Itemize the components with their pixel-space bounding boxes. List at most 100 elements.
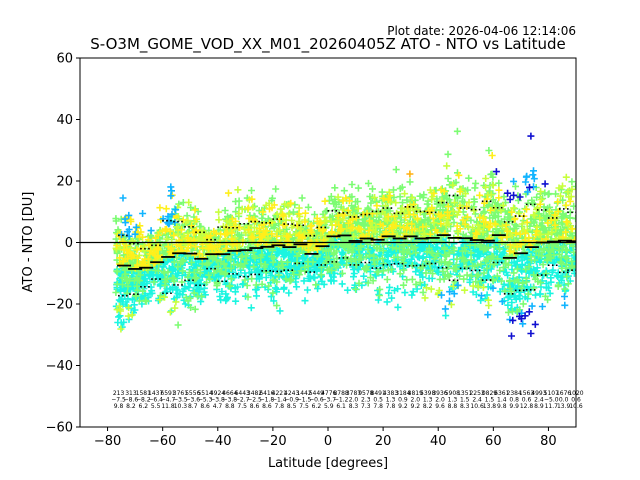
bin-stat-label: 213 (113, 390, 125, 397)
bin-stat-label: 1.3 (423, 397, 433, 404)
x-axis-label: Latitude [degrees] (268, 456, 388, 471)
x-tick-label: 40 (430, 434, 447, 449)
bin-stat-label: 5398 (420, 390, 435, 397)
x-axis-ticks: −80 −60 −40 −20 0 20 40 60 80 (94, 427, 557, 449)
bin-stat-label: 6443 (235, 390, 250, 397)
bin-stat-label: 4664 (222, 390, 237, 397)
bin-stat-label: 4221 (272, 390, 287, 397)
bin-stat-label: 8.3 (349, 403, 359, 410)
bin-stat-label: 6.2 (139, 403, 149, 410)
scatter-layer (112, 127, 576, 340)
bin-stat-label: 7.8 (386, 403, 396, 410)
bin-stat-label: 4.7 (213, 403, 223, 410)
y-tick-label: 60 (56, 52, 73, 67)
bin-stat-label: 7.8 (275, 403, 285, 410)
bin-stat-label: 6591 (160, 390, 175, 397)
y-tick-label: −40 (46, 359, 73, 374)
bin-stat-label: −2.5 (247, 397, 262, 404)
bin-stat-label: 9.8 (497, 403, 507, 410)
bin-stat-label: 0.8 (509, 397, 519, 404)
bin-stat-label: 1437 (148, 390, 163, 397)
bin-stat-label: 3787 (346, 390, 361, 397)
bin-stat-label: −7.5 (111, 397, 126, 404)
bin-stat-label: 8491 (371, 390, 386, 397)
bin-stat-label: 0.6 (522, 397, 532, 404)
bin-stat-label: −3.5 (173, 397, 188, 404)
bin-stat-label: 9.6 (435, 403, 445, 410)
bin-stat-label: 8.6 (250, 403, 260, 410)
scatter-points (113, 152, 576, 272)
y-tick-label: 0 (65, 236, 73, 251)
bin-stat-label: 0.5 (373, 397, 383, 404)
bin-stat-label: −3.8 (223, 397, 238, 404)
bin-stat-label: 11.8 (161, 403, 175, 410)
chart-title: S-O3M_GOME_VOD_XX_M01_20260405Z ATO - NT… (90, 35, 566, 54)
bin-stat-label: 8.2 (423, 403, 433, 410)
bin-stat-label: 2.0 (435, 397, 445, 404)
bin-stat-label: −1.8 (260, 397, 275, 404)
bin-stat-label: 3761 (173, 390, 188, 397)
bin-stat-label: 7.3 (361, 403, 371, 410)
plot-date: Plot date: 2026-04-06 12:14:06 (387, 24, 576, 38)
bin-stat-label: 8.8 (448, 403, 458, 410)
bin-stat-label: −8.6 (124, 397, 139, 404)
bin-stat-label: 5107 (544, 390, 559, 397)
bin-stat-label: 7.8 (373, 403, 383, 410)
bin-stat-label: 8.5 (287, 403, 297, 410)
y-tick-label: −60 (46, 421, 73, 436)
x-tick-label: 60 (485, 434, 502, 449)
bin-statistics-layer (117, 194, 576, 297)
bin-stat-label: 313 (125, 390, 137, 397)
bin-stat-label: −5.0 (544, 397, 559, 404)
bin-stat-label: 3936 (432, 390, 447, 397)
bin-stat-label: 9.2 (411, 403, 421, 410)
bin-stat-label: 1676 (556, 390, 571, 397)
x-tick-label: −40 (204, 434, 231, 449)
bin-stat-label: 5.5 (151, 403, 161, 410)
x-tick-label: −80 (94, 434, 121, 449)
bin-stat-label: 1563 (519, 390, 534, 397)
bin-stat-label: 8.7 (188, 403, 198, 410)
bin-stat-label: −1.5 (297, 397, 312, 404)
bin-stat-label: −0.9 (284, 397, 299, 404)
bin-stat-label: −2.7 (235, 397, 250, 404)
bin-stat-label: 10.3 (174, 403, 188, 410)
bin-stat-label: 5449 (309, 390, 324, 397)
bin-stat-label: −1.2 (334, 397, 349, 404)
bin-stat-label: −8.2 (136, 397, 151, 404)
bin-count-labels: 213−7.59.8313−8.68.21581−8.26.21437−6.45… (111, 390, 584, 410)
bin-stat-label: −5.3 (198, 397, 213, 404)
bin-stat-label: 2.0 (411, 397, 421, 404)
bin-stat-label: 6.2 (312, 403, 322, 410)
bin-stat-label: 0.9 (398, 397, 408, 404)
bin-stat-label: 1.4 (497, 397, 507, 404)
bin-stat-label: 2.3 (361, 397, 371, 404)
bin-stat-label: −4.7 (161, 397, 176, 404)
bin-stat-label: 5514 (197, 390, 212, 397)
x-tick-label: −20 (259, 434, 286, 449)
bin-stat-label: 9578 (358, 390, 373, 397)
bin-stat-label: 6361 (494, 390, 509, 397)
y-axis-label: ATO - NTO [DU] (21, 192, 36, 293)
x-tick-label: 0 (324, 434, 332, 449)
bin-stat-label: 8.6 (262, 403, 272, 410)
bin-stat-label: 10.6 (470, 403, 484, 410)
bin-stat-label: 9.2 (398, 403, 408, 410)
bin-stat-label: 13.8 (483, 403, 497, 410)
bin-stat-label: 8.3 (460, 403, 470, 410)
y-tick-label: −20 (46, 298, 73, 313)
bin-stat-label: −1.4 (272, 397, 287, 404)
bin-stat-label: 1581 (136, 390, 151, 397)
bin-stat-label: 2253 (469, 390, 484, 397)
bin-stat-label: 4383 (383, 390, 398, 397)
bin-stat-label: 5908 (445, 390, 460, 397)
bin-stat-label: 3184 (395, 390, 410, 397)
bin-stat-label: 1.3 (386, 397, 396, 404)
bin-stat-label: 0.0 (559, 397, 569, 404)
scatter-points (492, 132, 549, 340)
bin-stat-label: 2384 (507, 390, 522, 397)
bin-stat-label: 9.8 (114, 403, 124, 410)
bin-stat-label: 5.9 (324, 403, 334, 410)
bin-stat-label: 9.9 (509, 403, 519, 410)
y-tick-label: 40 (56, 113, 73, 128)
